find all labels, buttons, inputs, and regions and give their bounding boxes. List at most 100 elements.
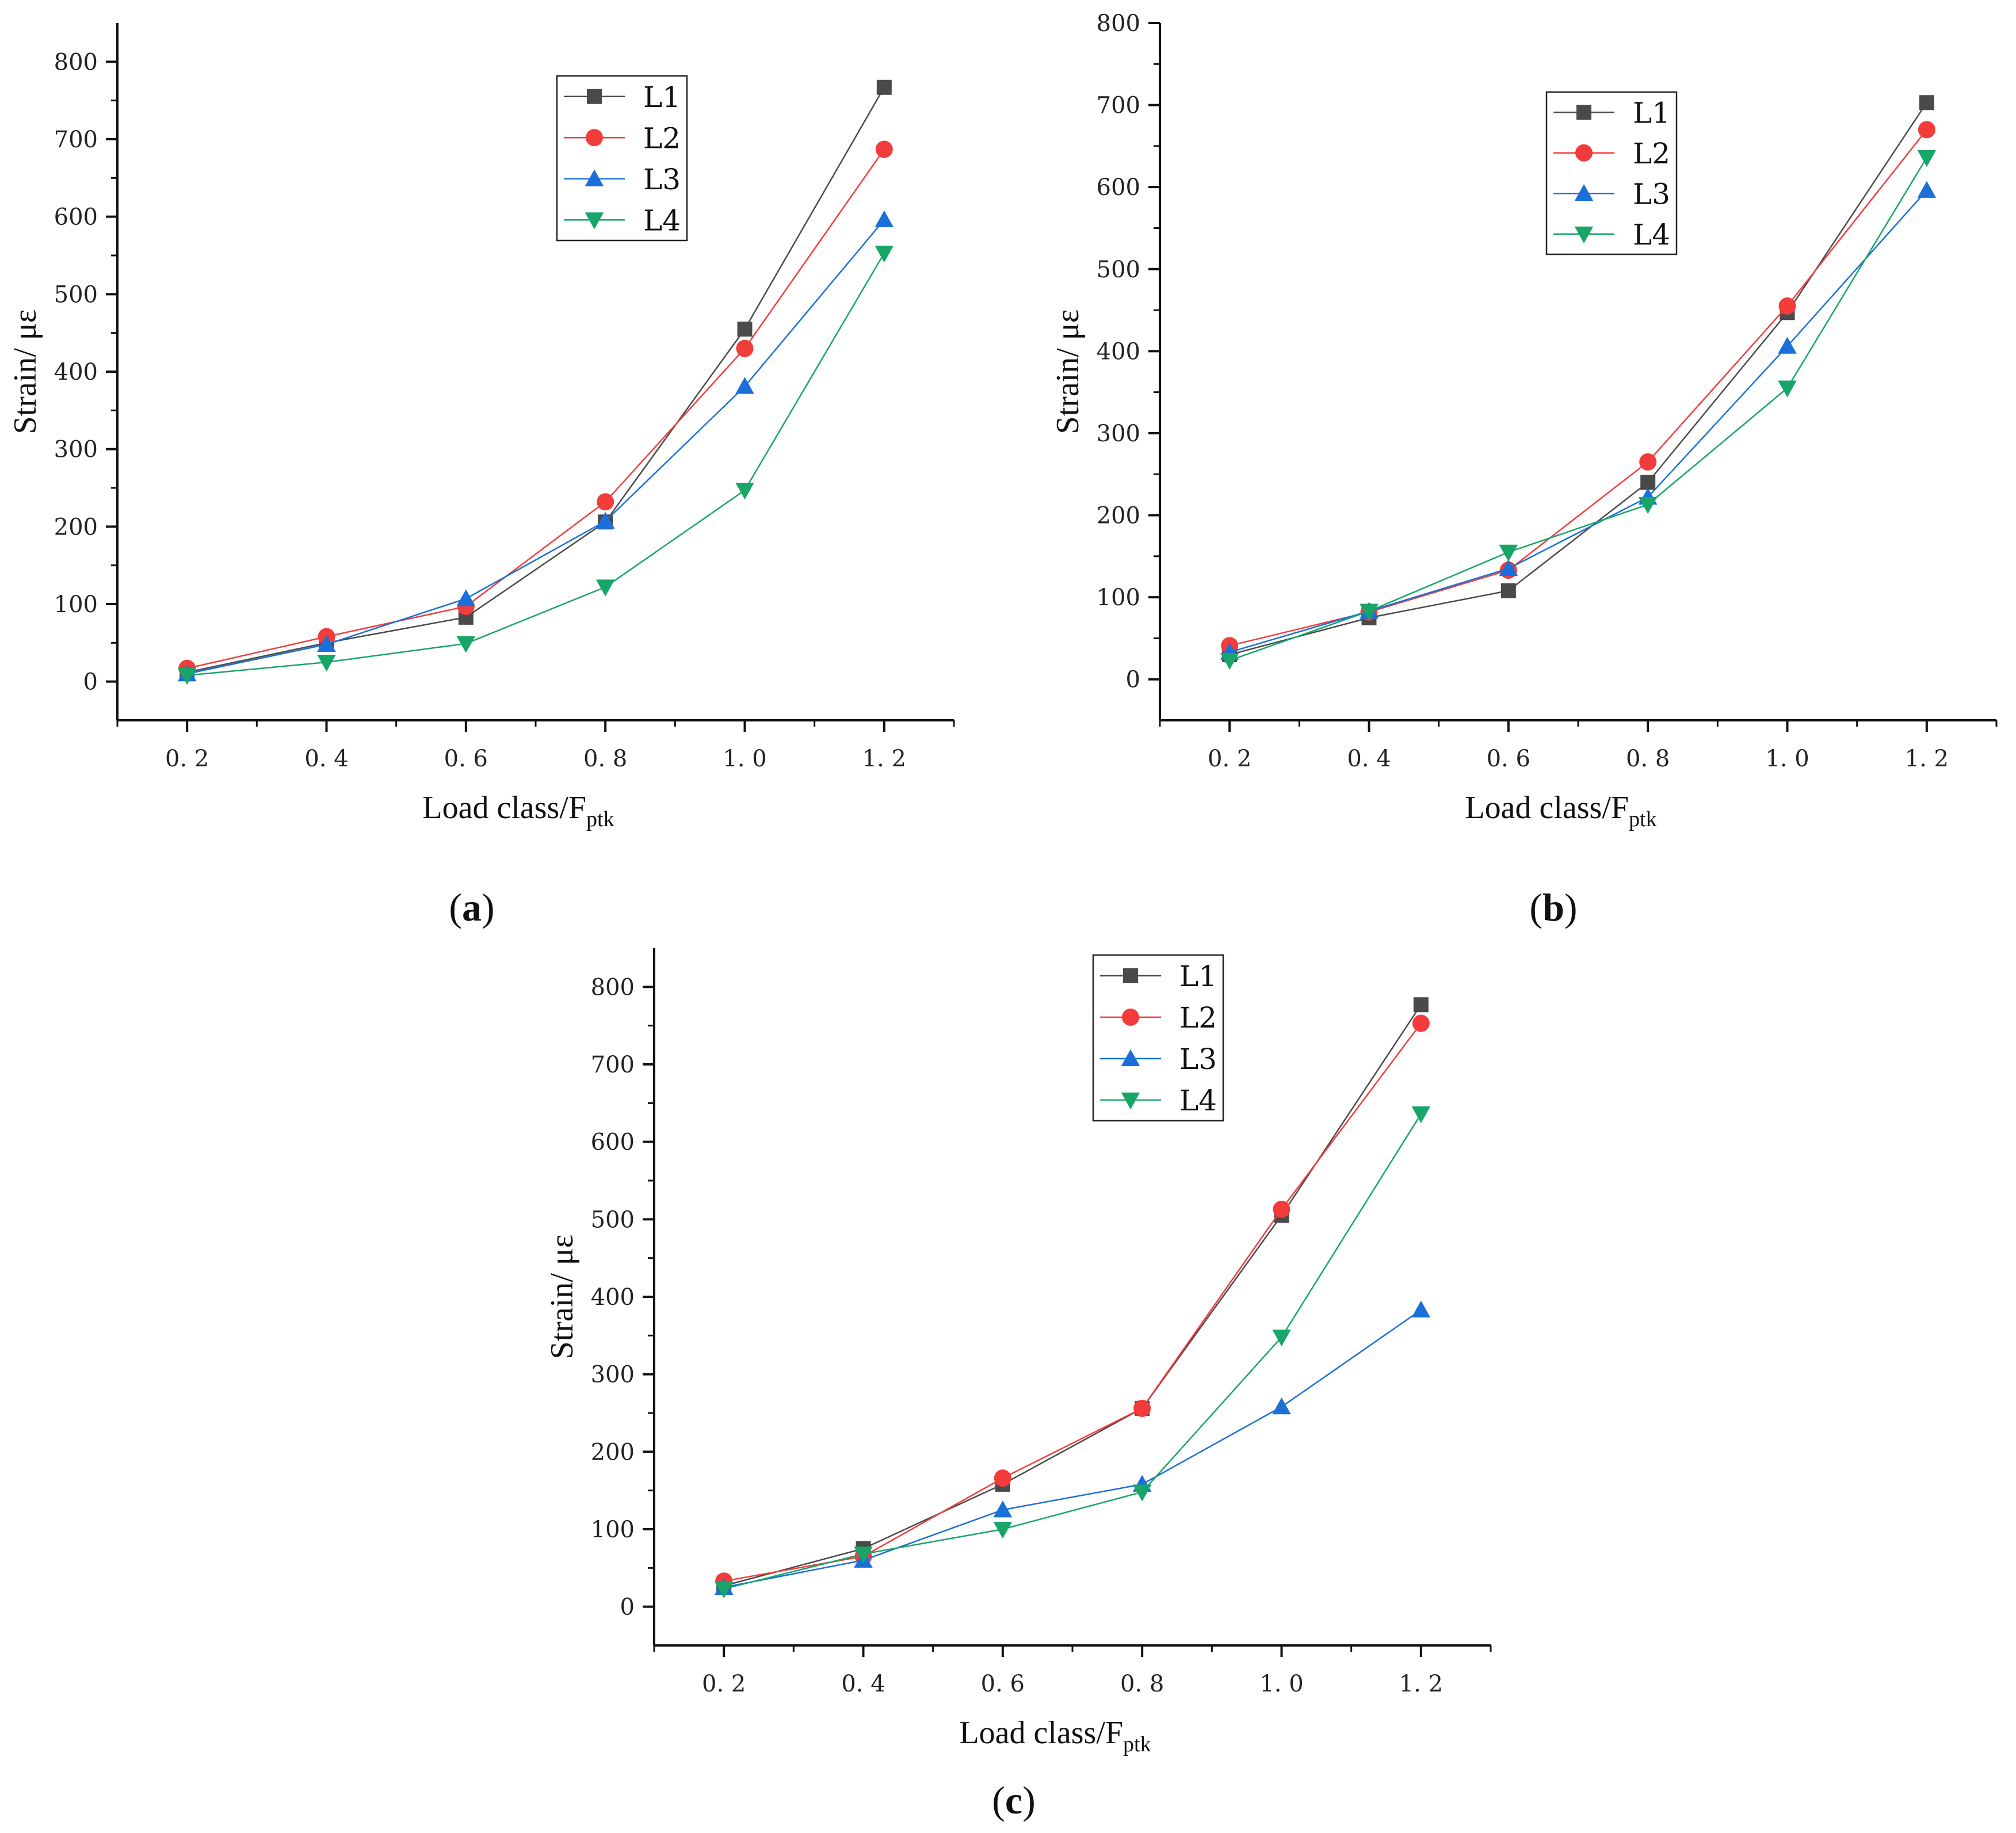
legend-label-L2: L2: [643, 121, 681, 155]
series-line-L4: [723, 1113, 1422, 1590]
series-line-L1: [723, 1004, 1422, 1587]
x-tick-label: 0. 6: [981, 1671, 1025, 1697]
data-point-L2: [597, 493, 614, 511]
data-point-L4: [1220, 652, 1239, 670]
x-axis-title-subscript: ptk: [586, 807, 614, 831]
data-point-L3: [595, 511, 615, 529]
x-tick-label: 0. 6: [1487, 746, 1530, 772]
data-point-L3: [735, 377, 754, 394]
legend-label-L4: L4: [1633, 218, 1670, 251]
panel-label-open: (: [1529, 885, 1542, 929]
chart-panel-c: 0 100 200 300 400 500 600 700 800 0. 2 0. 4 0. 6 0. …: [544, 948, 1492, 1822]
y-tick-label: 600: [54, 204, 98, 231]
panel-label: (c): [992, 1778, 1036, 1822]
x-axis-title: Load class/Fptk: [1465, 790, 1656, 831]
legend-label-L4: L4: [1179, 1084, 1217, 1117]
data-point-L4: [1132, 1484, 1152, 1502]
data-point-L4: [595, 579, 615, 597]
y-tick-label: 300: [1097, 421, 1140, 447]
x-axis-title-subscript: ptk: [1629, 807, 1657, 831]
series-line-L4: [187, 253, 885, 677]
y-axis-title: Strain/ με: [544, 1235, 580, 1360]
data-point-L2: [736, 339, 754, 357]
data-point-L3: [1499, 559, 1518, 576]
legend-marker-L1: [587, 89, 602, 104]
legend-marker-L1: [1576, 105, 1591, 120]
y-axis-title: Strain/ με: [1050, 310, 1086, 434]
legend-label-L1: L1: [643, 81, 681, 114]
legend-marker-L3: [1574, 184, 1594, 201]
data-point-L2: [1412, 1014, 1430, 1032]
y-tick-label: 200: [54, 514, 98, 540]
data-point-L1: [1413, 997, 1429, 1013]
legend-marker-L3: [1121, 1049, 1140, 1066]
y-tick-label: 300: [591, 1362, 635, 1388]
y-tick-label: 100: [54, 591, 98, 618]
x-tick-label: 1. 0: [1259, 1671, 1303, 1697]
legend-label-L3: L3: [643, 163, 681, 196]
data-point-L4: [1272, 1330, 1291, 1347]
legend-label-L2: L2: [1633, 137, 1670, 170]
series-line-L3: [186, 219, 885, 675]
x-tick-label: 0. 4: [1347, 746, 1391, 772]
y-tick-label: 600: [1097, 174, 1140, 201]
y-tick-label: 700: [54, 127, 98, 153]
data-point-L4: [1499, 544, 1518, 562]
data-point-L4: [993, 1522, 1013, 1539]
x-tick-label: 1. 2: [862, 746, 906, 772]
x-tick-label: 1. 0: [723, 746, 766, 772]
data-point-L4: [1917, 150, 1937, 167]
data-point-L4: [875, 245, 894, 263]
panel-label-letter: a: [462, 885, 482, 929]
series-line-L3: [723, 1309, 1422, 1588]
data-point-L2: [994, 1469, 1011, 1487]
legend-label-L3: L3: [1633, 177, 1670, 211]
legend-box: [556, 75, 688, 242]
y-tick-label: 200: [591, 1439, 635, 1465]
data-point-L4: [177, 667, 197, 685]
panel-label-open: (: [449, 885, 462, 929]
legend-label-L2: L2: [1179, 1001, 1217, 1034]
data-point-L2: [1273, 1200, 1290, 1218]
data-point-L3: [1778, 337, 1797, 354]
data-point-L3: [456, 589, 476, 606]
data-point-L1: [1919, 95, 1934, 110]
series-line-L4: [1229, 157, 1927, 662]
x-axis-title-subscript: ptk: [1123, 1732, 1151, 1756]
data-point-L3: [1411, 1300, 1431, 1318]
data-point-L3: [993, 1500, 1013, 1518]
y-tick-label: 700: [1097, 93, 1140, 119]
data-point-L3: [317, 635, 336, 652]
y-tick-label: 500: [54, 281, 98, 308]
legend: L1 L2 L3 L4: [556, 75, 688, 242]
x-tick-label: 0. 6: [444, 746, 488, 772]
data-point-L4: [735, 483, 754, 500]
panel-label-close: ): [482, 885, 495, 929]
data-point-L2: [1639, 453, 1657, 471]
chart-panel-a: 0 100 200 300 400 500 600 700 800 0. 2 0. 4 0. 6 0. …: [7, 23, 955, 929]
x-tick-label: 1. 2: [1905, 746, 1949, 772]
legend-label-L1: L1: [1179, 960, 1217, 993]
legend: L1 L2 L3 L4: [1092, 954, 1224, 1122]
y-tick-label: 300: [54, 437, 98, 463]
x-tick-label: 1. 2: [1399, 1671, 1443, 1697]
x-axis-title-main: Load class/F: [422, 790, 586, 826]
data-point-L1: [876, 79, 892, 95]
data-point-L4: [1360, 604, 1379, 621]
y-tick-label: 100: [1097, 585, 1140, 611]
x-tick-label: 0. 2: [1208, 746, 1251, 772]
x-tick-label: 0. 2: [702, 1671, 746, 1697]
series-line-L2: [186, 148, 885, 669]
legend-label-L3: L3: [1179, 1042, 1217, 1076]
x-axis-title-main: Load class/F: [959, 1715, 1123, 1751]
y-tick-label: 0: [83, 669, 98, 696]
data-point-L4: [714, 1581, 734, 1598]
y-tick-label: 400: [591, 1284, 635, 1311]
legend-marker-L2: [1575, 144, 1593, 162]
y-tick-label: 800: [54, 49, 98, 75]
x-tick-label: 0. 8: [1626, 746, 1670, 772]
legend-box: [1545, 91, 1678, 255]
y-tick-label: 100: [591, 1517, 635, 1543]
legend-marker-L2: [586, 129, 603, 147]
chart-panel-b: 0 100 200 300 400 500 600 700 800 0. 2 0. 4 0. 6 0. …: [1050, 10, 1998, 929]
